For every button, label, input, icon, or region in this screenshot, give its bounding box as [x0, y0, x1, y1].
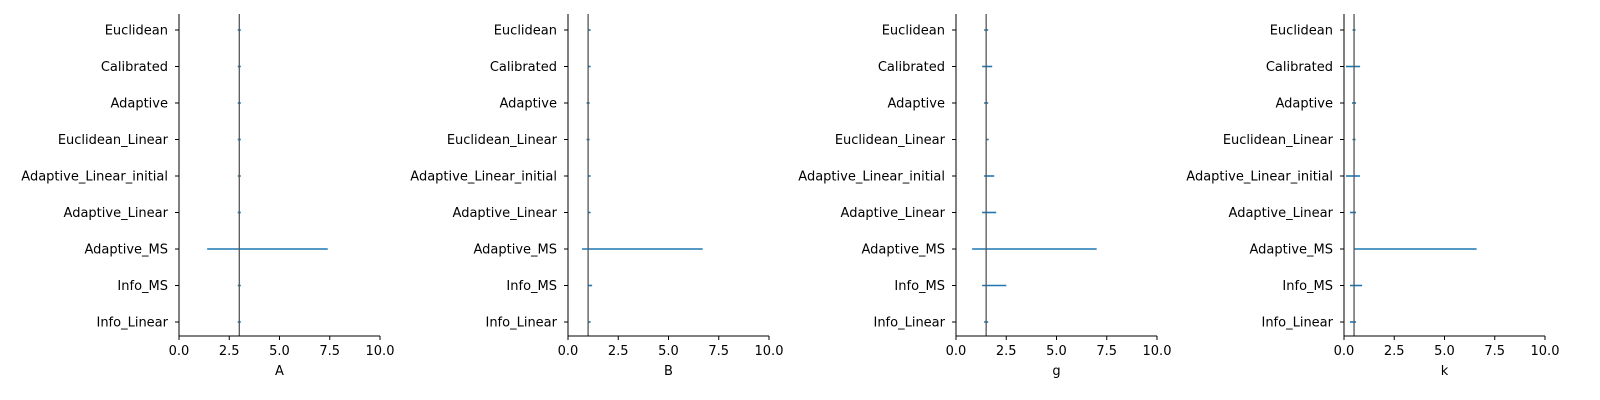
y-tick-label: Adaptive_Linear_initial [1186, 170, 1333, 185]
x-tick-label: 10.0 [366, 344, 395, 359]
y-tick-label: Adaptive [110, 97, 168, 112]
x-tick-label: 5.0 [1434, 344, 1455, 359]
y-tick-label: Adaptive_Linear [841, 206, 946, 221]
x-axis-label: g [1052, 364, 1060, 379]
y-tick-label: Calibrated [878, 60, 945, 75]
y-tick-label: Adaptive_MS [473, 243, 557, 258]
x-tick-label: 0.0 [946, 344, 967, 359]
panel-b: Euclidean Calibrated Adaptive Euclidean_Lin… [410, 14, 783, 379]
x-tick-label: 2.5 [219, 344, 240, 359]
y-tick-label: Info_Linear [96, 316, 168, 331]
y-tick-label: Adaptive_MS [1249, 243, 1333, 258]
x-tick-label: 7.5 [319, 344, 340, 359]
x-tick-label: 5.0 [1046, 344, 1067, 359]
y-tick-label: Euclidean_Linear [1223, 133, 1334, 148]
y-tick-label: Calibrated [1266, 60, 1333, 75]
y-tick-label: Adaptive_Linear_initial [410, 170, 557, 185]
x-tick-label: 2.5 [608, 344, 629, 359]
x-tick-label: 5.0 [269, 344, 290, 359]
x-tick-label: 2.5 [1384, 344, 1405, 359]
y-tick-label: Adaptive_MS [861, 243, 945, 258]
y-tick-label: Adaptive_MS [84, 243, 168, 258]
x-tick-label: 0.0 [1334, 344, 1355, 359]
x-tick-label: 10.0 [1143, 344, 1172, 359]
y-tick-label: Calibrated [490, 60, 557, 75]
x-axis-label: A [275, 364, 284, 379]
y-tick-label: Adaptive_Linear_initial [21, 170, 168, 185]
panel-a: Euclidean Calibrated Adaptive Euclidean_Lin… [21, 14, 394, 379]
y-tick-label: Calibrated [101, 60, 168, 75]
y-tick-label: Adaptive [1275, 97, 1333, 112]
y-tick-label: Info_Linear [873, 316, 945, 331]
x-tick-label: 7.5 [1484, 344, 1505, 359]
x-tick-label: 7.5 [708, 344, 729, 359]
x-tick-label: 10.0 [755, 344, 784, 359]
y-tick-label: Euclidean [494, 24, 557, 39]
y-tick-label: Info_MS [894, 279, 945, 294]
panel-k: Euclidean Calibrated Adaptive Euclidean_Lin… [1186, 14, 1559, 379]
x-tick-label: 0.0 [558, 344, 579, 359]
y-tick-label: Info_Linear [1261, 316, 1333, 331]
y-tick-label: Euclidean_Linear [835, 133, 946, 148]
y-tick-label: Euclidean_Linear [58, 133, 169, 148]
y-tick-label: Adaptive_Linear [1229, 206, 1334, 221]
y-tick-label: Adaptive_Linear_initial [798, 170, 945, 185]
y-tick-label: Euclidean [105, 24, 168, 39]
x-tick-label: 10.0 [1531, 344, 1560, 359]
panel-g: Euclidean Calibrated Adaptive Euclidean_Lin… [798, 14, 1171, 379]
y-tick-label: Euclidean [882, 24, 945, 39]
y-tick-label: Info_MS [117, 279, 168, 294]
y-tick-label: Adaptive [887, 97, 945, 112]
x-tick-label: 5.0 [658, 344, 679, 359]
x-axis-label: B [664, 364, 673, 379]
x-axis-label: k [1441, 364, 1449, 379]
y-tick-label: Adaptive_Linear [453, 206, 558, 221]
y-tick-label: Info_MS [506, 279, 557, 294]
x-tick-label: 2.5 [996, 344, 1017, 359]
y-tick-label: Info_Linear [485, 316, 557, 331]
y-tick-label: Info_MS [1282, 279, 1333, 294]
x-tick-label: 0.0 [169, 344, 190, 359]
y-tick-label: Euclidean [1270, 24, 1333, 39]
y-tick-label: Euclidean_Linear [447, 133, 558, 148]
y-tick-label: Adaptive [499, 97, 557, 112]
x-tick-label: 7.5 [1096, 344, 1117, 359]
y-tick-label: Adaptive_Linear [64, 206, 169, 221]
